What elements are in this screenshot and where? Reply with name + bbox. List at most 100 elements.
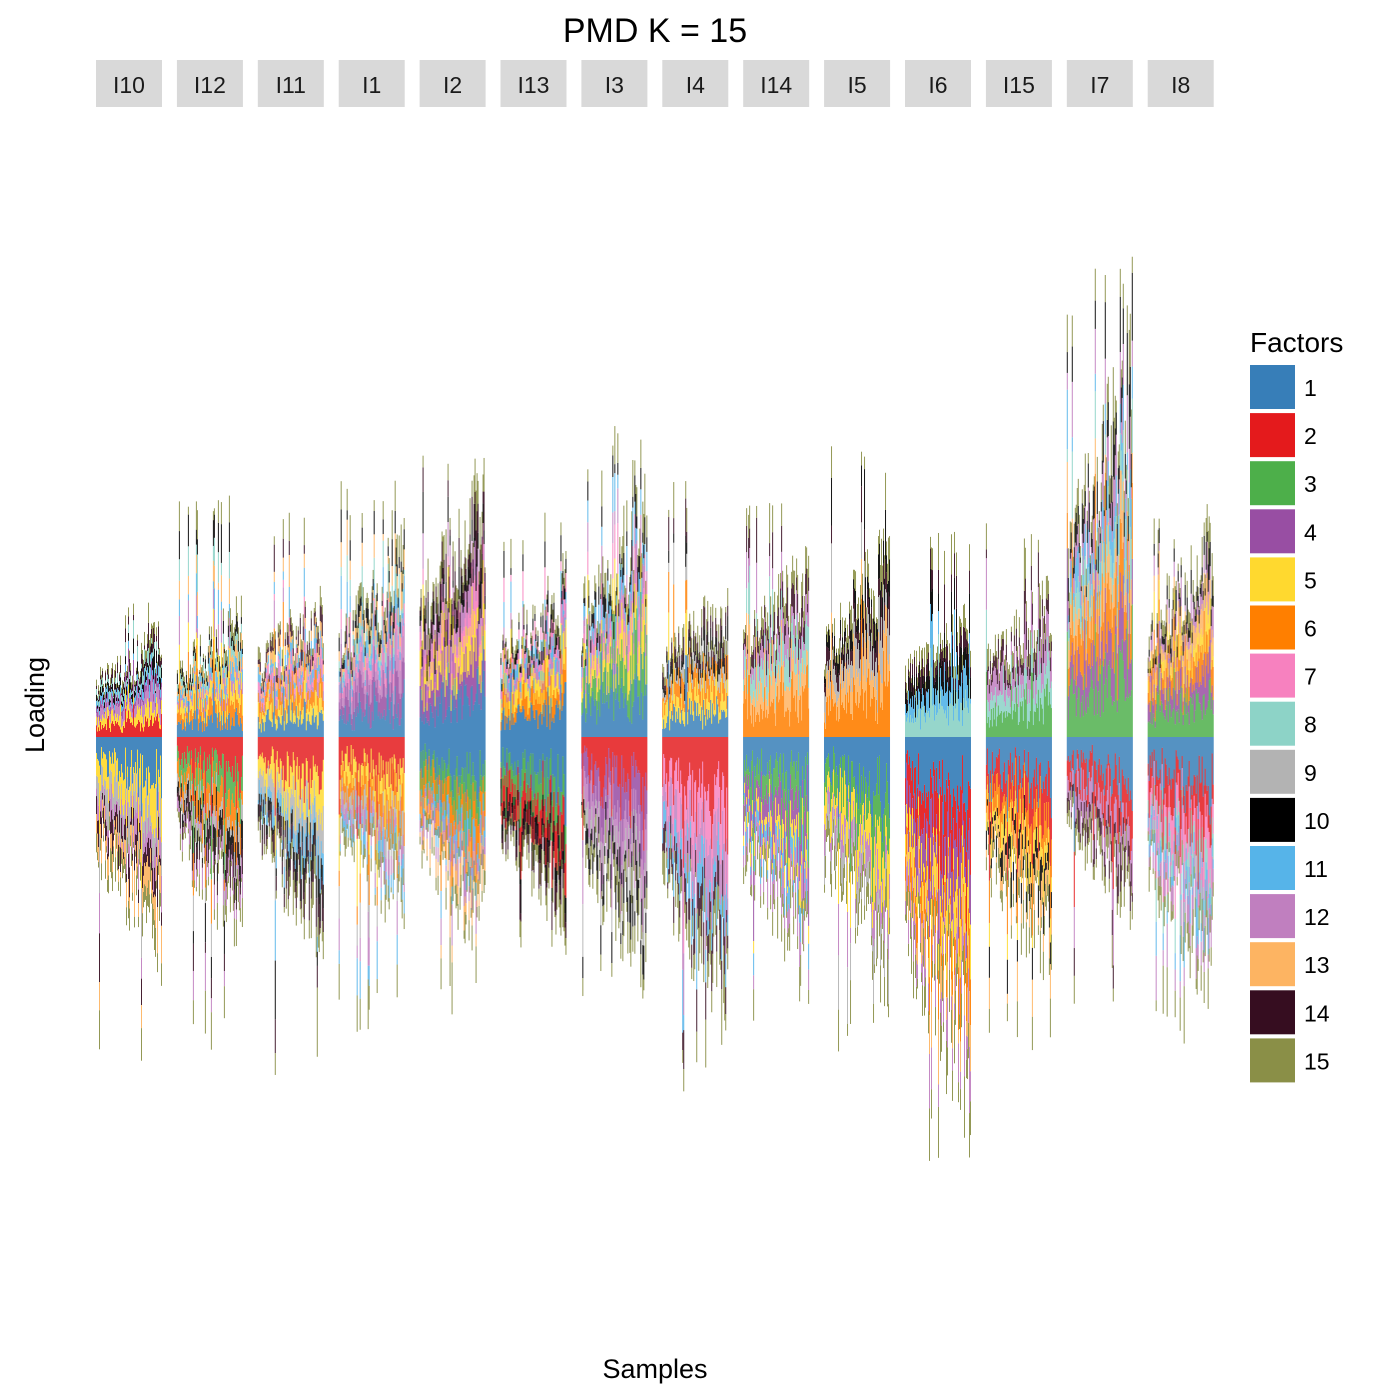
- loading-bar-segment: [240, 878, 242, 882]
- loading-bar-segment: [239, 672, 241, 679]
- loading-bar-segment: [207, 715, 209, 737]
- loading-bar-segment: [267, 817, 269, 823]
- loading-bar-segment: [204, 887, 206, 904]
- loading-bar-segment: [156, 627, 157, 636]
- loading-bar-segment: [194, 762, 196, 787]
- loading-bar-segment: [311, 715, 313, 737]
- loading-bar-segment: [138, 737, 139, 798]
- loading-bar-segment: [99, 706, 100, 712]
- loading-bar-segment: [211, 659, 213, 673]
- loading-bar-segment: [461, 646, 463, 682]
- loading-bar-segment: [114, 827, 115, 835]
- loading-bar-segment: [275, 675, 277, 683]
- loading-bar-segment: [394, 795, 396, 813]
- loading-bar-segment: [118, 698, 119, 702]
- loading-bar-segment: [103, 807, 104, 824]
- loading-bar-segment: [343, 737, 345, 772]
- loading-bar-segment: [303, 545, 305, 554]
- loading-bar-segment: [397, 677, 399, 704]
- loading-bar-segment: [341, 786, 343, 812]
- loading-bar-segment: [235, 680, 237, 700]
- loading-bar-segment: [119, 672, 120, 675]
- loading-bar-segment: [140, 699, 141, 709]
- loading-bar-segment: [282, 519, 284, 539]
- loading-bar-segment: [147, 634, 148, 644]
- loading-bar-segment: [282, 797, 284, 817]
- loading-bar-segment: [220, 610, 222, 643]
- loading-bar-segment: [290, 766, 292, 789]
- loading-bar-segment: [447, 794, 449, 819]
- loading-bar-segment: [179, 787, 181, 802]
- loading-bar-segment: [177, 709, 179, 713]
- loading-bar-segment: [299, 846, 301, 872]
- loading-bar-segment: [157, 713, 158, 737]
- loading-bar-segment: [236, 699, 238, 715]
- loading-bar-segment: [189, 682, 191, 686]
- loading-bar-segment: [389, 808, 391, 819]
- loading-bar-segment: [306, 761, 308, 781]
- loading-bar-segment: [98, 699, 99, 702]
- loading-bar-segment: [451, 699, 453, 737]
- loading-bar-segment: [391, 763, 393, 791]
- loading-bar-segment: [462, 793, 464, 831]
- loading-bar-segment: [147, 856, 148, 888]
- loading-bar-segment: [340, 775, 342, 792]
- loading-bar-segment: [358, 605, 360, 617]
- loading-bar-segment: [282, 849, 284, 857]
- loading-bar-segment: [454, 834, 456, 841]
- loading-bar-segment: [157, 907, 158, 954]
- loading-bar-segment: [108, 875, 109, 894]
- loading-bar-segment: [447, 608, 449, 663]
- loading-bar-segment: [275, 682, 277, 691]
- loading-bar-segment: [153, 891, 154, 898]
- loading-bar-segment: [448, 672, 450, 707]
- loading-bar-segment: [261, 703, 263, 713]
- loading-bar-segment: [349, 579, 351, 596]
- loading-bar-segment: [231, 843, 233, 860]
- loading-bar-segment: [107, 718, 108, 737]
- loading-bar-segment: [100, 679, 101, 687]
- loading-bar-segment: [230, 845, 232, 855]
- loading-bar-segment: [100, 695, 101, 701]
- loading-bar-segment: [299, 901, 301, 910]
- loading-bar-segment: [265, 824, 267, 836]
- loading-bar-segment: [461, 804, 463, 814]
- loading-bar-segment: [143, 875, 144, 892]
- loading-bar-segment: [113, 840, 114, 847]
- loading-bar-segment: [422, 827, 424, 841]
- loading-bar-segment: [127, 671, 128, 678]
- loading-bar-segment: [221, 737, 223, 754]
- loading-bar-segment: [101, 704, 102, 709]
- loading-bar-segment: [433, 583, 435, 602]
- loading-bar-segment: [292, 680, 294, 685]
- loading-bar-segment: [438, 784, 440, 800]
- loading-bar-segment: [363, 737, 365, 749]
- loading-bar-segment: [229, 737, 231, 773]
- loading-bar-segment: [302, 875, 304, 900]
- loading-bar-segment: [283, 866, 285, 888]
- loading-bar-segment: [322, 664, 324, 675]
- loading-bar-segment: [383, 683, 385, 710]
- loading-bar-segment: [384, 884, 386, 895]
- loading-bar-segment: [339, 676, 341, 682]
- loading-bar-segment: [225, 844, 227, 855]
- loading-bar-segment: [375, 812, 377, 826]
- loading-bar-segment: [447, 818, 449, 844]
- loading-bar-segment: [361, 763, 363, 776]
- loading-bar-segment: [180, 713, 182, 721]
- loading-bar-segment: [137, 818, 138, 841]
- loading-bar-segment: [453, 709, 455, 737]
- loading-bar-segment: [235, 737, 237, 810]
- loading-bar-segment: [129, 671, 130, 680]
- loading-bar-segment: [132, 860, 133, 893]
- loading-bar-segment: [339, 737, 341, 780]
- loading-bar-segment: [390, 737, 392, 785]
- loading-bar-segment: [202, 698, 204, 708]
- loading-bar-segment: [321, 676, 323, 682]
- loading-bar-segment: [126, 675, 127, 681]
- loading-bar-segment: [380, 737, 382, 756]
- loading-bar-segment: [98, 685, 99, 691]
- loading-bar-segment: [282, 787, 284, 798]
- loading-bar-segment: [268, 719, 270, 737]
- loading-bar-segment: [287, 647, 289, 653]
